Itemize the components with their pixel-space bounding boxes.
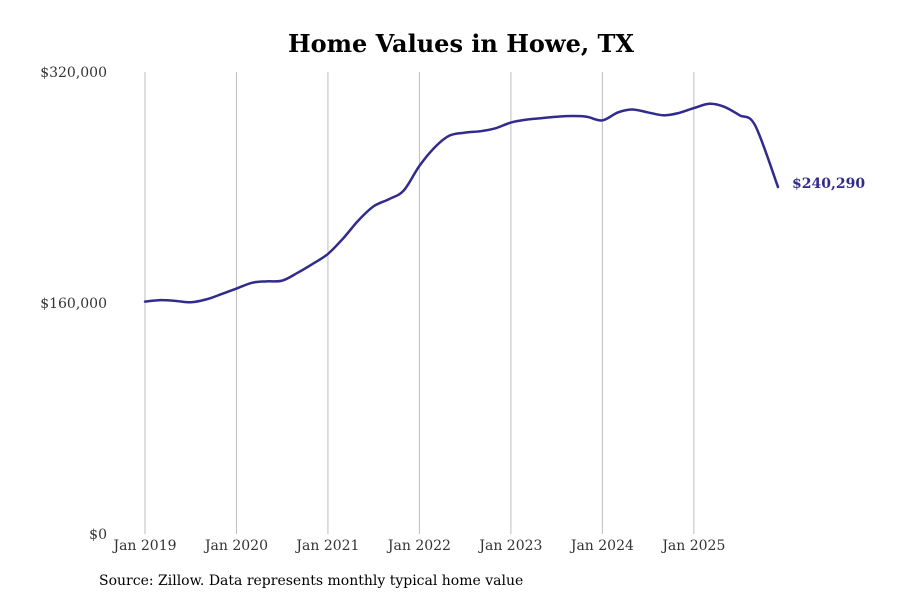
end-value-labels: $240,290 [792,176,865,192]
x-axis-tick-labels: Jan 2019 Jan 2020 Jan 2021 Jan 2022 Jan 2023… [111,538,725,554]
end-value-label-0: $240,290 [792,176,865,192]
y-tick-label-2: $320,000 [40,65,107,81]
x-tick-label-3: Jan 2022 [386,538,451,554]
y-axis-tick-labels: $0 $160,000 $320,000 [40,65,107,543]
x-tick-label-1: Jan 2020 [203,538,268,554]
x-gridlines [144,72,695,534]
y-tick-label-0: $0 [89,527,107,543]
series-lines [143,102,780,304]
x-tick-label-0: Jan 2019 [111,538,176,554]
series-line-0 [143,102,780,304]
x-tick-label-2: Jan 2021 [294,538,359,554]
chart-title: Home Values in Howe, TX [288,29,634,58]
y-tick-label-1: $160,000 [40,296,107,312]
x-tick-label-4: Jan 2023 [477,538,542,554]
source-note: Source: Zillow. Data represents monthly … [99,573,524,589]
x-tick-label-6: Jan 2025 [660,538,725,554]
x-tick-label-5: Jan 2024 [569,538,634,554]
